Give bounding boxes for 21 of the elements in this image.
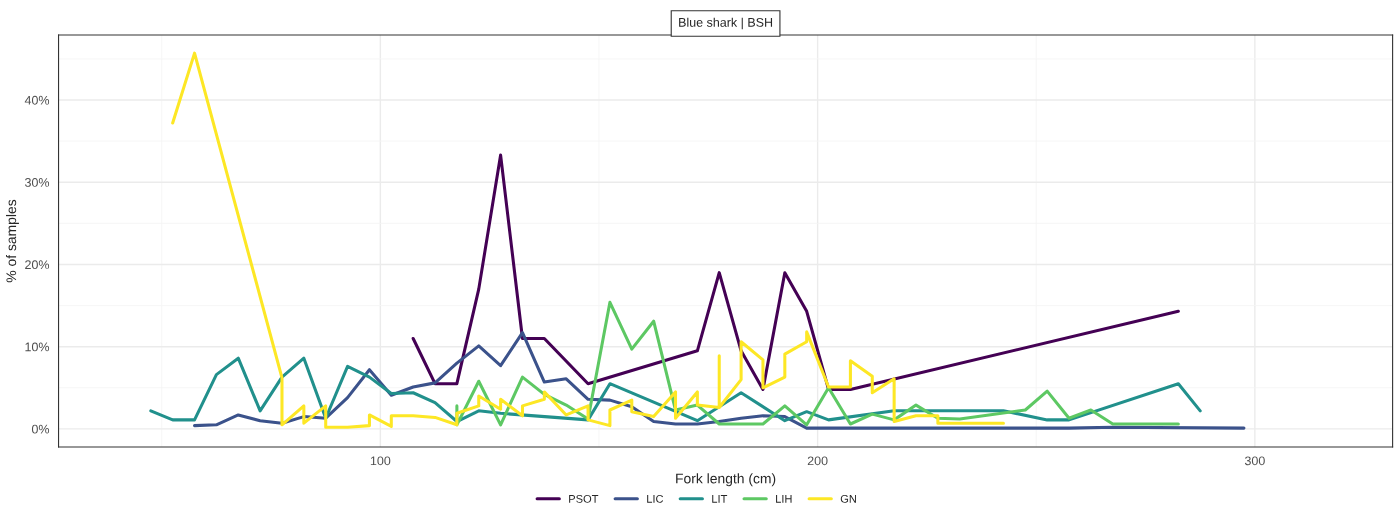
- line-series: [149, 356, 1202, 424]
- chart-title: Blue shark | BSH: [679, 17, 773, 30]
- x-axis-title: Fork length (cm): [676, 473, 776, 487]
- line-series: [411, 153, 1180, 391]
- x-tick-label: 200: [807, 456, 828, 466]
- y-axis-title: % of samples: [6, 199, 19, 283]
- legend-label: LIC: [647, 494, 664, 503]
- legend-label: PSOT: [569, 494, 599, 503]
- line-series: [455, 300, 1180, 427]
- legend-label: LIT: [712, 495, 728, 503]
- y-tick-label: 10%: [25, 342, 50, 352]
- x-tick-label: 300: [1244, 456, 1265, 466]
- y-tick-label: 40%: [24, 95, 50, 105]
- x-tick-label: 100: [370, 456, 391, 466]
- line-series: [193, 331, 1246, 430]
- legend-label: GN: [840, 494, 856, 503]
- line-series: [171, 51, 1005, 429]
- y-tick-label: 30%: [24, 178, 50, 187]
- legend-label: LIH: [776, 495, 792, 503]
- y-tick-label: 0%: [31, 424, 50, 434]
- y-tick-label: 20%: [25, 260, 50, 270]
